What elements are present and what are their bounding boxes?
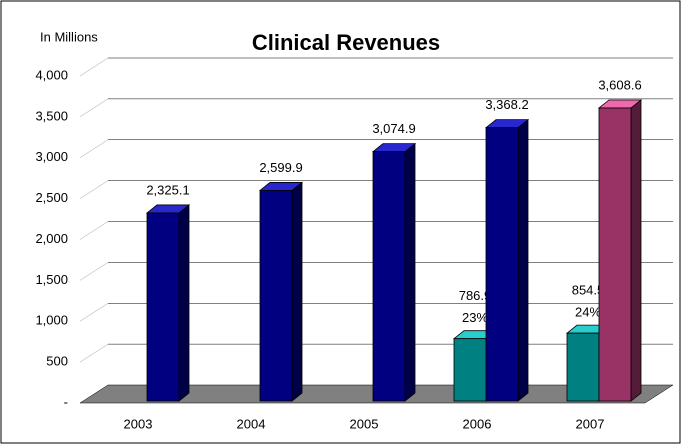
bar [145,204,191,402]
y-tick-label: 1,500 [35,272,68,287]
value-label: 3,368.2 [485,97,528,112]
bar-side [630,99,642,402]
y-tick-label: 2,500 [35,190,68,205]
bar [371,142,417,402]
value-label: 854.5 [572,283,605,298]
bar-side [517,118,529,402]
share-label: 23% [462,310,488,325]
y-tick-label: - [64,394,68,409]
value-label: 2,325.1 [146,182,189,197]
bar-front [259,190,293,402]
bar-side [404,142,416,402]
bar-front [598,107,632,402]
wall-grid-line [79,98,109,118]
bar-front [453,338,487,402]
x-tick-label: 2005 [350,416,379,431]
bar-front [146,212,180,402]
x-tick-label: 2003 [124,416,153,431]
wall-grid-line [79,262,109,281]
bar [258,181,304,402]
wall-grid-line [79,221,109,240]
y-tick-label: 3,500 [35,108,68,123]
y-tick-label: 2,000 [35,231,68,246]
share-label: 24% [575,305,601,320]
chart-title: Clinical Revenues [252,30,440,55]
bar-front [485,127,519,402]
wall-grid-line [79,57,109,77]
value-label: 786.9 [459,288,492,303]
x-tick-label: 2004 [237,416,266,431]
y-tick-label: 1,000 [35,313,68,328]
value-label: 2,599.9 [259,160,302,175]
y-tick-label: 4,000 [35,67,68,82]
wall-grid-line [79,139,109,159]
bar [597,99,643,402]
bar-side [291,181,303,402]
y-tick-label: 500 [46,354,68,369]
wall-grid-line [79,180,109,199]
x-tick-label: 2007 [576,416,605,431]
wall-grid-line [79,302,109,322]
unit-label: In Millions [40,29,98,44]
bar [484,118,530,402]
x-tick-label: 2006 [463,416,492,431]
wall-grid-line [79,343,109,363]
value-label: 3,074.9 [372,121,415,136]
value-label: 3,608.6 [598,77,641,92]
bar-front [372,151,406,402]
bar-side [178,204,190,402]
bar-front [566,332,600,402]
y-tick-label: 3,000 [35,149,68,164]
